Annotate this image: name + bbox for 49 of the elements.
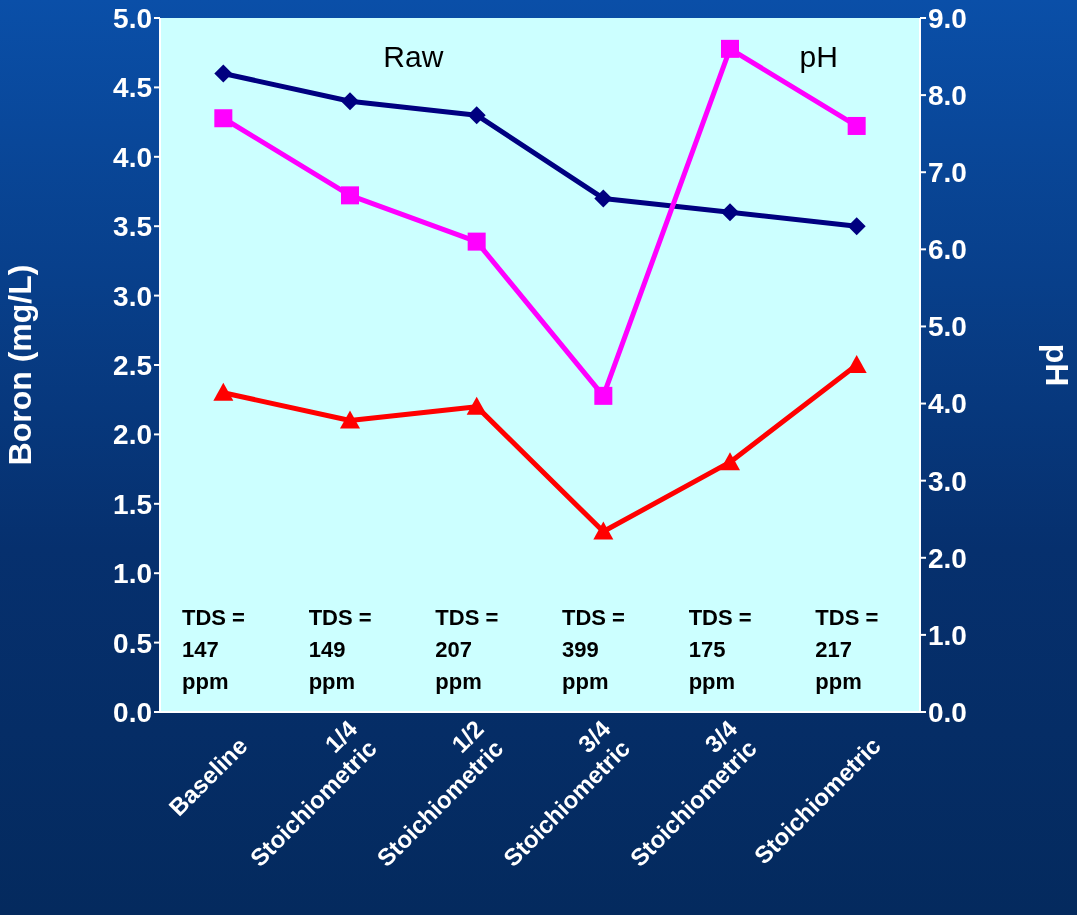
y-tick-label: 2.0 <box>113 419 152 451</box>
y-tick-label: 1.0 <box>113 558 152 590</box>
point <box>214 64 233 83</box>
y-tick-label: 2.5 <box>113 349 152 381</box>
y2-axis-title: pH <box>1038 343 1075 387</box>
y-tick-label: 3.5 <box>113 211 152 243</box>
point <box>341 186 359 205</box>
annotation: TDS = 207 ppm <box>435 604 500 696</box>
point <box>467 106 486 125</box>
point <box>341 92 359 111</box>
point <box>466 396 487 415</box>
point <box>467 232 486 251</box>
y-tick-label: 4.5 <box>113 72 152 104</box>
point <box>847 217 866 236</box>
y-axis-title: Boron (mg/L) <box>2 264 39 466</box>
y-tick-label: 0.5 <box>113 627 152 659</box>
point <box>594 189 613 208</box>
point <box>846 355 867 373</box>
point <box>847 116 866 135</box>
y2-tick-label: 3.0 <box>928 465 967 497</box>
point <box>594 386 613 405</box>
y-tick-label: 1.5 <box>113 488 152 520</box>
point <box>721 39 739 58</box>
point <box>214 109 233 128</box>
y-tick-label: 5.0 <box>113 2 152 34</box>
point <box>213 382 234 401</box>
annotation: TDS = 147 ppm <box>182 604 246 696</box>
y2-tick-label: 8.0 <box>928 80 967 112</box>
y2-tick-label: 6.0 <box>928 234 967 266</box>
y2-tick-label: 4.0 <box>928 388 967 420</box>
annotation: TDS = 217 ppm <box>815 604 880 696</box>
y2-tick-label: 5.0 <box>928 311 967 343</box>
y-tick-label: 0.0 <box>113 696 152 728</box>
point <box>721 203 739 222</box>
y-tick-label: 4.0 <box>113 141 152 173</box>
annotation: TDS = 399 ppm <box>562 604 626 696</box>
series-label: pH <box>799 40 838 74</box>
y2-tick-label: 2.0 <box>928 542 967 574</box>
annotation: TDS = 175 ppm <box>688 604 753 696</box>
series-label: Raw <box>383 40 444 74</box>
point <box>720 452 740 471</box>
y2-tick-label: 7.0 <box>928 157 967 189</box>
y2-tick-label: 0.0 <box>928 696 967 728</box>
point <box>340 410 360 429</box>
annotation: TDS = 149 ppm <box>308 604 373 696</box>
y2-tick-label: 1.0 <box>928 619 967 651</box>
y-tick-label: 3.0 <box>113 280 152 312</box>
point <box>593 521 614 540</box>
y2-tick-label: 9.0 <box>928 2 967 34</box>
